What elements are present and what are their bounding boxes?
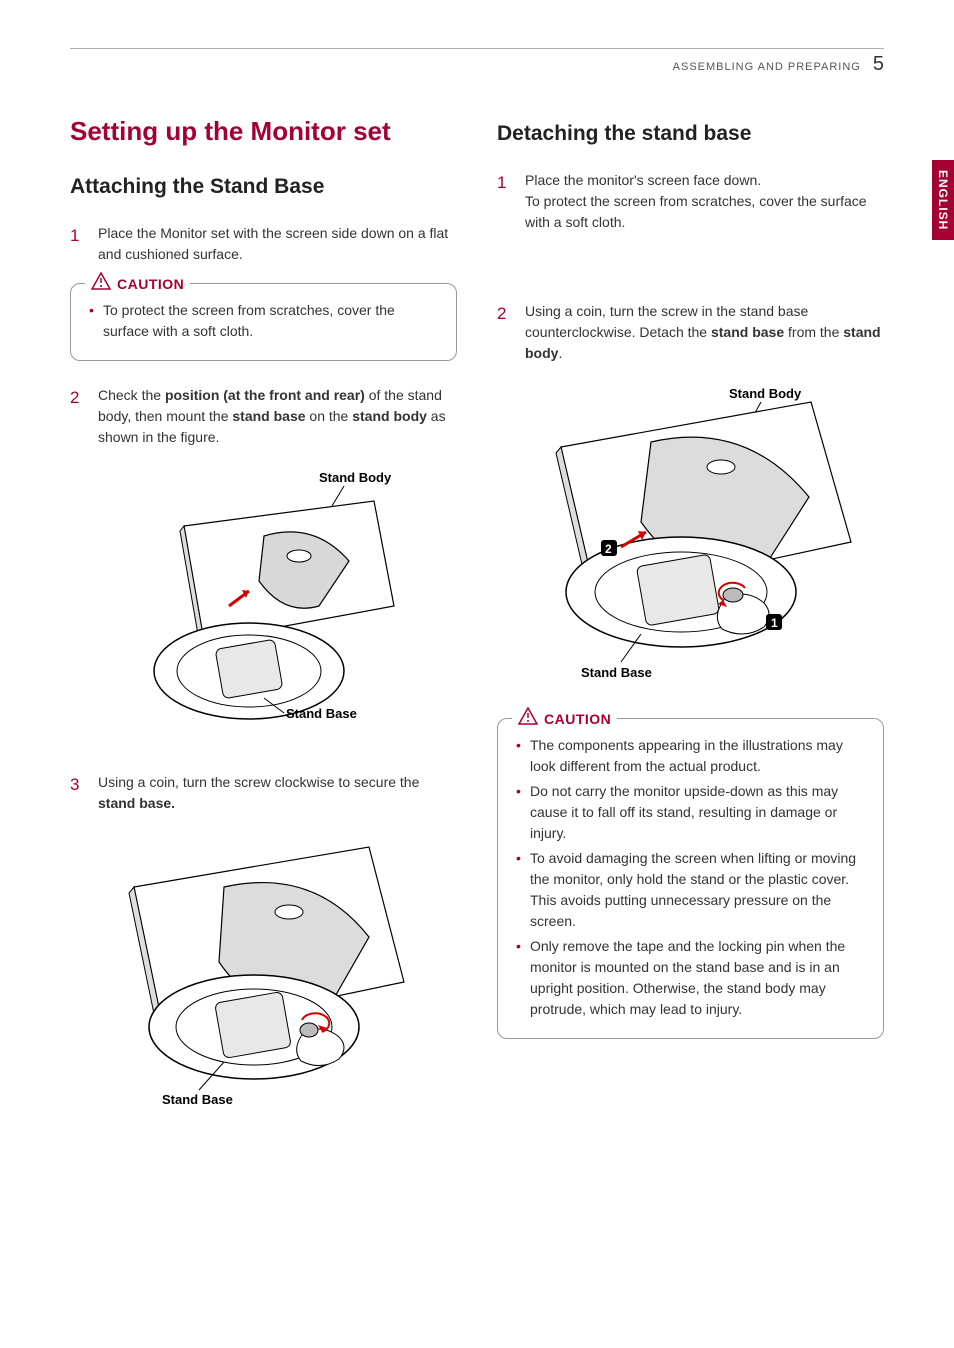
- header-section: ASSEMBLING AND PREPARING: [673, 61, 861, 73]
- step-number: 3: [70, 772, 86, 814]
- caution-box-detach: CAUTION The components appearing in the …: [497, 718, 884, 1039]
- attach-subtitle: Attaching the Stand Base: [70, 175, 457, 199]
- detach-step-2: 2 Using a coin, turn the screw in the st…: [497, 301, 884, 364]
- right-column: Detaching the stand base 1 Place the mon…: [497, 116, 884, 1138]
- fig-label-top: Stand Body: [729, 386, 802, 401]
- language-tab: ENGLISH: [932, 160, 954, 240]
- fig-label-bottom: Stand Base: [581, 665, 652, 680]
- caution-label: CAUTION: [85, 272, 190, 296]
- detach-figure-1: Stand Body 2: [497, 382, 884, 692]
- t: position (at the front and rear): [165, 387, 365, 403]
- left-column: Setting up the Monitor set Attaching the…: [70, 116, 457, 1138]
- t: from the: [784, 324, 843, 340]
- warning-icon: [91, 272, 111, 296]
- detach-step-1: 1 Place the monitor's screen face down. …: [497, 170, 884, 233]
- t: stand base.: [98, 795, 175, 811]
- step-text: Place the monitor's screen face down. To…: [525, 170, 884, 233]
- warning-icon: [518, 707, 538, 731]
- attach-figure-1: Stand Body Stand Base: [70, 466, 457, 746]
- caution-text: CAUTION: [544, 709, 611, 730]
- caution-label: CAUTION: [512, 707, 617, 731]
- caution-item: The components appearing in the illustra…: [516, 735, 869, 777]
- fig-label: Stand Base: [162, 1092, 233, 1107]
- step-text: Check the position (at the front and rea…: [98, 385, 457, 448]
- t: stand base: [711, 324, 784, 340]
- fig-label-bottom: Stand Base: [286, 706, 357, 721]
- caution-item: Do not carry the monitor upside-down as …: [516, 781, 869, 844]
- caution-box-attach: CAUTION To protect the screen from scrat…: [70, 283, 457, 361]
- t: stand base: [232, 408, 305, 424]
- caution-item: Only remove the tape and the locking pin…: [516, 936, 869, 1020]
- step-number: 2: [70, 385, 86, 448]
- step-text: Place the Monitor set with the screen si…: [98, 223, 457, 265]
- attach-step-2: 2 Check the position (at the front and r…: [70, 385, 457, 448]
- attach-step-3: 3 Using a coin, turn the screw clockwise…: [70, 772, 457, 814]
- attach-step-1: 1 Place the Monitor set with the screen …: [70, 223, 457, 265]
- svg-text:1: 1: [771, 616, 778, 630]
- t: Using a coin, turn the screw clockwise t…: [98, 774, 419, 790]
- caution-item: To avoid damaging the screen when liftin…: [516, 848, 869, 932]
- caution-text: CAUTION: [117, 274, 184, 295]
- step-text: Using a coin, turn the screw clockwise t…: [98, 772, 457, 814]
- main-title: Setting up the Monitor set: [70, 116, 457, 147]
- detach-subtitle: Detaching the stand base: [497, 122, 884, 146]
- page-number: 5: [873, 53, 884, 76]
- caution-item: To protect the screen from scratches, co…: [89, 300, 442, 342]
- step-text: Using a coin, turn the screw in the stan…: [525, 301, 884, 364]
- svg-text:2: 2: [605, 542, 612, 556]
- t: stand body: [352, 408, 427, 424]
- t: Check the: [98, 387, 165, 403]
- t: on the: [306, 408, 353, 424]
- step-number: 2: [497, 301, 513, 364]
- fig-label-top: Stand Body: [319, 470, 392, 485]
- step-number: 1: [497, 170, 513, 233]
- attach-figure-2: Stand Base: [70, 832, 457, 1112]
- step-number: 1: [70, 223, 86, 265]
- t: .: [558, 345, 562, 361]
